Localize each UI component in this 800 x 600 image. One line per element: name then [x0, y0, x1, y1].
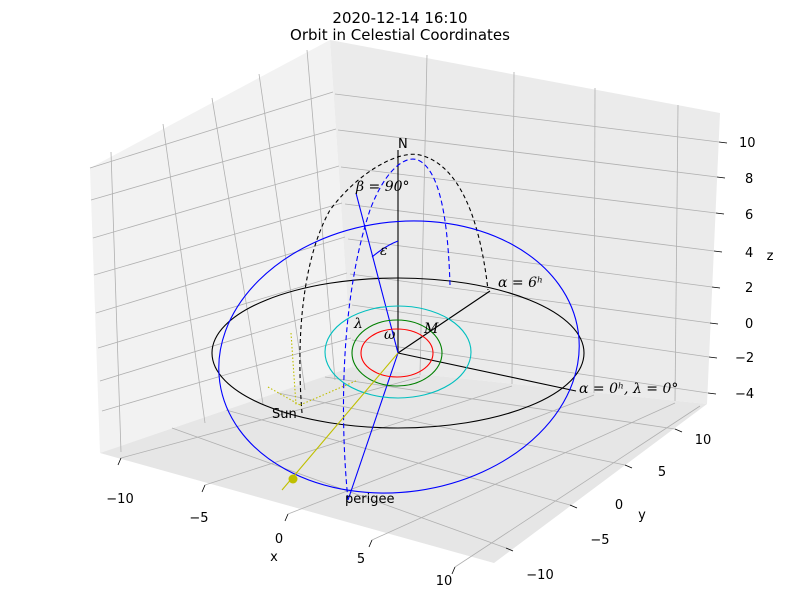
alpha0-axis-line [397, 352, 577, 392]
pane-right [330, 40, 720, 404]
lambda-label: λ [353, 316, 363, 332]
x-tick-label: −10 [106, 492, 133, 507]
x-tick-label: 0 [275, 532, 283, 547]
celestial-meridian-dashed [299, 153, 489, 414]
M-label: M [423, 321, 439, 337]
z-tick-label: 6 [745, 208, 753, 223]
x-tick-label: 5 [357, 552, 365, 567]
venus-orbit [351, 319, 443, 387]
epsilon-arc [371, 240, 399, 258]
sun-direction-line [281, 352, 399, 491]
orbit-pole-line [355, 192, 399, 354]
omega-label: ω [384, 327, 396, 343]
z-tick-label: 8 [745, 172, 753, 187]
perigee-line [347, 352, 399, 501]
y-tick-labels: −10 −5 0 5 10 [526, 433, 711, 583]
z-tick-label: 2 [745, 281, 753, 296]
y-tick-label: 5 [658, 465, 666, 480]
alpha0-label: α = 0ʰ, λ = 0° [579, 381, 678, 397]
y-tick-label: 10 [695, 433, 712, 448]
orbit-dashed-arc [342, 158, 451, 501]
x-tick-labels: −10 −5 0 5 10 [106, 492, 452, 589]
pane-floor [100, 367, 707, 563]
z-tick-label: −4 [735, 387, 754, 402]
sun-projection-dotted [267, 332, 359, 406]
alpha6-axis-line [397, 290, 491, 354]
earth-orbit [324, 305, 472, 399]
z-tick-label: 4 [745, 246, 753, 261]
orbit-ellipse [218, 220, 580, 494]
z-tick-labels: −4 −2 0 2 4 6 8 10 [735, 136, 756, 402]
axis-tick-marks [117, 141, 728, 575]
figure-title: Orbit in Celestial Coordinates [290, 26, 510, 44]
beta90-label: β = 90° [355, 179, 410, 195]
z-tick-label: 0 [745, 317, 753, 332]
y-tick-label: 0 [615, 498, 623, 513]
y-tick-label: −5 [590, 533, 609, 548]
y-tick-label: −10 [526, 568, 553, 583]
mercury-orbit [360, 328, 434, 378]
z-tick-label: −2 [735, 351, 754, 366]
perigee-label: perigee [345, 492, 394, 507]
x-tick-label: −5 [189, 511, 208, 526]
y-axis-label: y [638, 508, 646, 523]
north-label: N [398, 137, 408, 152]
x-axis-label: x [270, 550, 278, 565]
z-axis-label: z [767, 249, 774, 264]
figure-title-date: 2020-12-14 16:10 [332, 9, 467, 27]
epsilon-label: ε [380, 243, 388, 259]
alpha6-label: α = 6ʰ [498, 275, 543, 291]
sun-marker [288, 474, 298, 484]
x-tick-label: 10 [436, 574, 453, 589]
sun-label: Sun [272, 407, 297, 422]
z-tick-label: 10 [739, 136, 756, 151]
